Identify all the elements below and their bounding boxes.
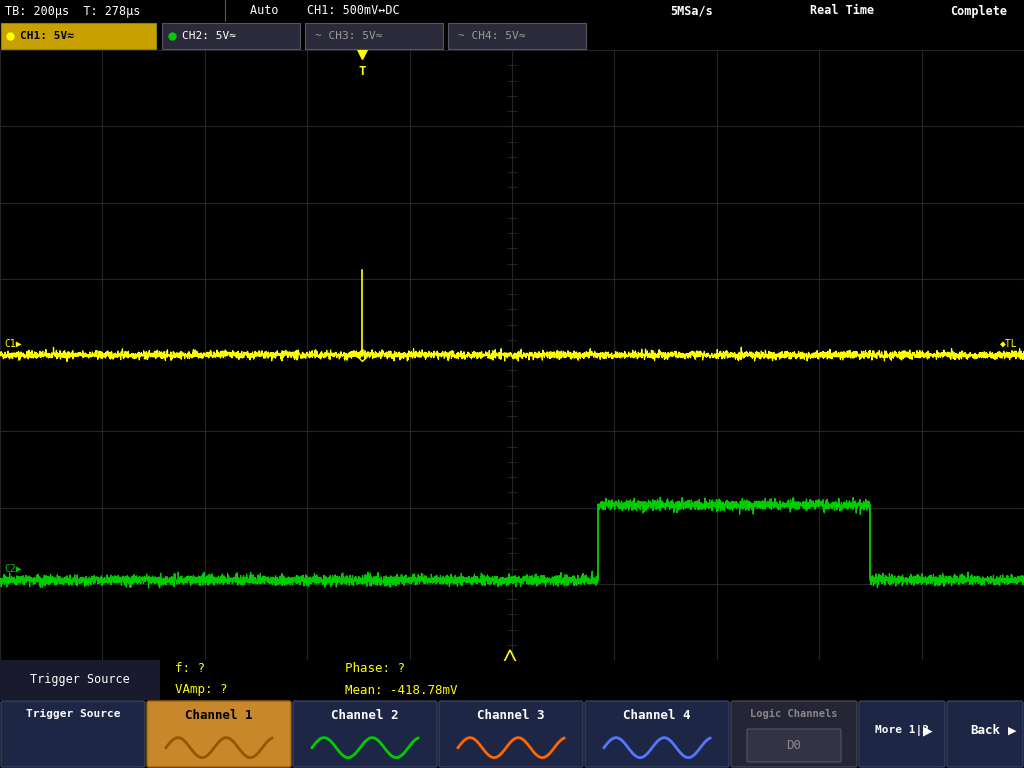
FancyBboxPatch shape: [1, 701, 145, 767]
Text: ◆TL: ◆TL: [1000, 339, 1018, 349]
Text: ~ CH3: 5V≈: ~ CH3: 5V≈: [315, 31, 383, 41]
FancyBboxPatch shape: [859, 701, 945, 767]
Text: Channel 3: Channel 3: [477, 709, 545, 722]
FancyBboxPatch shape: [293, 701, 437, 767]
Text: Mean: -418.78mV: Mean: -418.78mV: [345, 684, 458, 697]
Text: Trigger Source: Trigger Source: [30, 674, 130, 687]
FancyBboxPatch shape: [585, 701, 729, 767]
Text: D0: D0: [786, 739, 802, 752]
FancyBboxPatch shape: [731, 701, 857, 767]
Text: More 1|2: More 1|2: [874, 726, 929, 737]
Text: Logic Channels: Logic Channels: [751, 709, 838, 719]
FancyBboxPatch shape: [162, 23, 300, 49]
Text: VAmp: ?: VAmp: ?: [175, 684, 227, 697]
Text: TB: 200μs  T: 278μs: TB: 200μs T: 278μs: [5, 5, 140, 18]
Text: T: T: [358, 65, 366, 78]
Text: Trigger Source: Trigger Source: [26, 709, 120, 719]
Text: ▶: ▶: [1008, 726, 1016, 736]
Text: Channel 2: Channel 2: [331, 709, 398, 722]
Text: Real Time: Real Time: [810, 5, 874, 18]
Text: CH2: 5V≈: CH2: 5V≈: [182, 31, 236, 41]
Text: Auto    CH1: 500mV↔DC: Auto CH1: 500mV↔DC: [250, 5, 399, 18]
Text: C2▶: C2▶: [4, 564, 22, 574]
FancyBboxPatch shape: [439, 701, 583, 767]
FancyBboxPatch shape: [0, 660, 160, 700]
FancyBboxPatch shape: [147, 701, 291, 767]
Text: f: ?: f: ?: [175, 662, 205, 675]
Text: Phase: ?: Phase: ?: [345, 662, 406, 675]
Text: Channel 4: Channel 4: [624, 709, 691, 722]
Text: Complete: Complete: [950, 5, 1007, 18]
FancyBboxPatch shape: [746, 729, 841, 762]
FancyBboxPatch shape: [305, 23, 443, 49]
Text: ▶: ▶: [924, 724, 933, 737]
FancyBboxPatch shape: [449, 23, 586, 49]
Text: C1▶: C1▶: [4, 339, 22, 349]
Text: CH1: 5V≈: CH1: 5V≈: [20, 31, 74, 41]
Text: Back: Back: [970, 724, 1000, 737]
Text: 5MSa/s: 5MSa/s: [670, 5, 713, 18]
FancyBboxPatch shape: [947, 701, 1023, 767]
Text: Channel 1: Channel 1: [185, 709, 253, 722]
Text: ~ CH4: 5V≈: ~ CH4: 5V≈: [458, 31, 525, 41]
FancyBboxPatch shape: [1, 23, 156, 49]
